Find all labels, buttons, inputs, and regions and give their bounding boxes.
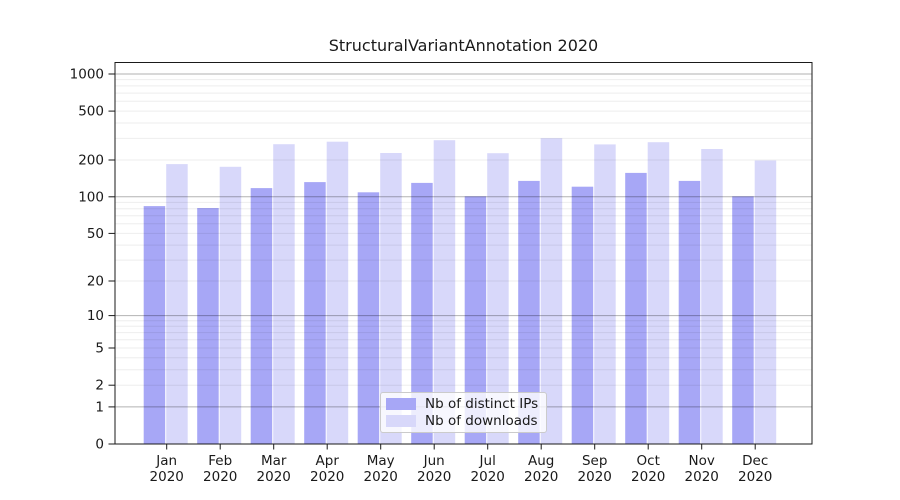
bar-downloads	[487, 153, 509, 444]
bar-downloads	[594, 144, 616, 444]
x-tick-label-month: Dec	[742, 453, 768, 469]
bar-downloads	[326, 141, 349, 444]
legend-label-ips: Nb of distinct IPs	[425, 396, 539, 413]
bar-distinct-ips	[625, 172, 647, 444]
x-tick-label-year: 2020	[578, 469, 612, 485]
x-tick-label-year: 2020	[364, 469, 398, 485]
y-axis-group: 0 1 2 5 10 20 50 100 200 500 1000	[70, 67, 115, 453]
plot-frame	[114, 62, 813, 445]
y-tick-label: 500	[78, 104, 104, 120]
y-tick-label: 0	[95, 437, 104, 453]
legend-swatch-downloads	[386, 414, 416, 427]
y-tick-label: 100	[78, 189, 104, 205]
chart-title: StructuralVariantAnnotation 2020	[328, 36, 599, 55]
bar-downloads	[219, 166, 242, 445]
bar-downloads	[647, 142, 670, 444]
bar-distinct-ips	[411, 182, 433, 444]
x-tick-label-month: Sep	[582, 453, 607, 469]
bar-distinct-ips	[518, 180, 540, 444]
y-tick-label: 1	[95, 399, 104, 415]
y-tick-label: 10	[87, 308, 104, 324]
x-tick-label-month: May	[367, 453, 395, 469]
x-tick-label-year: 2020	[685, 469, 719, 485]
x-axis-group: Jan2020Feb2020Mar2020Apr2020May2020Jun20…	[150, 444, 772, 485]
bar-downloads	[273, 144, 295, 444]
x-tick-label-month: Jan	[155, 453, 177, 469]
legend-label-downloads: Nb of downloads	[425, 412, 538, 429]
bars-group	[143, 138, 777, 445]
x-tick-label-year: 2020	[738, 469, 772, 485]
bar-distinct-ips	[143, 206, 166, 444]
bar-distinct-ips	[678, 180, 701, 444]
x-tick-label-year: 2020	[203, 469, 237, 485]
bar-downloads	[433, 140, 456, 444]
bar-downloads	[380, 153, 402, 444]
bar-distinct-ips	[304, 182, 326, 444]
x-tick-label-year: 2020	[524, 469, 558, 485]
bar-downloads	[166, 164, 188, 444]
legend-swatch-ips	[386, 398, 416, 411]
x-tick-label-year: 2020	[257, 469, 291, 485]
x-tick-label-month: Jul	[479, 453, 496, 469]
bar-downloads	[540, 138, 563, 444]
bar-distinct-ips	[732, 196, 754, 444]
x-tick-label-month: Oct	[637, 453, 660, 469]
bar-distinct-ips	[197, 208, 219, 444]
x-tick-label-month: Jun	[423, 453, 445, 469]
x-tick-label-month: Mar	[261, 453, 287, 469]
bar-distinct-ips	[571, 186, 594, 444]
bar-downloads	[754, 160, 777, 444]
x-tick-label-year: 2020	[471, 469, 505, 485]
x-tick-label-year: 2020	[150, 469, 184, 485]
x-tick-label-year: 2020	[310, 469, 344, 485]
y-tick-label: 1000	[70, 67, 104, 83]
y-tick-label: 2	[95, 378, 104, 394]
y-tick-label: 200	[78, 153, 104, 169]
x-tick-label-year: 2020	[417, 469, 451, 485]
bar-downloads	[701, 149, 723, 444]
x-tick-label-month: Feb	[208, 453, 232, 469]
gridlines-group	[115, 73, 812, 408]
bar-distinct-ips	[464, 196, 487, 444]
y-tick-label: 20	[87, 274, 104, 290]
x-tick-label-month: Aug	[528, 453, 554, 469]
bar-distinct-ips	[250, 188, 273, 444]
legend-item-distinct-ips: Nb of distinct IPs	[386, 396, 538, 412]
legend-item-downloads: Nb of downloads	[386, 413, 538, 429]
x-tick-label-month: Nov	[689, 453, 715, 469]
x-tick-label-year: 2020	[631, 469, 665, 485]
legend: Nb of distinct IPs Nb of downloads	[380, 392, 547, 433]
y-tick-label: 50	[87, 226, 104, 242]
bar-distinct-ips	[357, 192, 380, 444]
x-tick-label-month: Apr	[316, 453, 340, 469]
y-tick-label: 5	[95, 341, 104, 357]
